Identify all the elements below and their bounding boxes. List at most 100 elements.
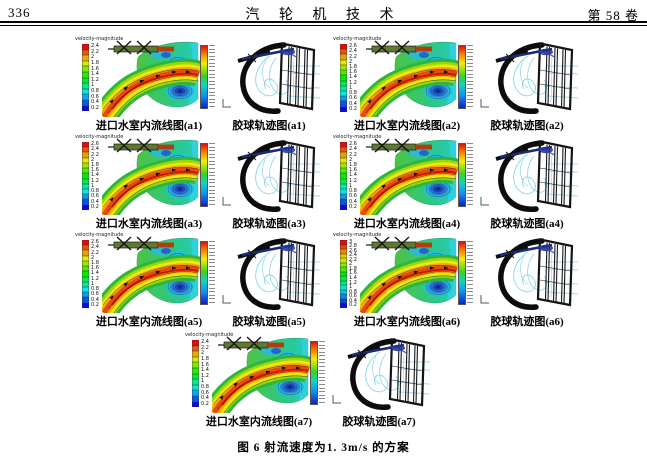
colorbar-block	[82, 44, 89, 50]
trajectory-colorbar-tick	[319, 355, 325, 357]
colorbar-tick-label: 0.2	[349, 203, 357, 210]
axis-triad-icon	[222, 197, 231, 206]
colorbar-row: 1.2	[82, 177, 99, 184]
colorbar-title: velocity-magnitude	[333, 134, 382, 140]
colorbar-block	[82, 60, 89, 67]
trajectory-colorbar-tick	[467, 301, 473, 303]
colorbar-row: 1.8	[82, 260, 99, 267]
colorbar-block	[340, 90, 347, 97]
ball-trajectory-plot	[495, 238, 578, 310]
inlet-chamber-streamline-plot	[212, 336, 312, 413]
lower-vortex	[424, 278, 452, 296]
colorbar-row: 1	[192, 379, 209, 385]
trajectory-colorbar-tick	[467, 241, 473, 242]
tube-sheet-slats	[544, 242, 567, 305]
colorbar-block	[340, 298, 347, 304]
trajectory-colorbar-tick	[209, 52, 215, 54]
trajectory-colorbar-tick	[209, 276, 215, 278]
colorbar-tick-label: 1.8	[91, 60, 99, 67]
colorbar-block	[340, 168, 347, 174]
flow-figure-caption: 进口水室内流线图(a6)	[353, 316, 461, 328]
tube-sheet-slats	[286, 144, 309, 207]
colorbar-tick-label: 1	[349, 84, 353, 91]
ball-trajectory-plot	[495, 42, 578, 114]
colorbar-row: 1.8	[340, 63, 357, 71]
pipe-strut-x	[374, 40, 410, 55]
colorbar-tick-label: 1.8	[349, 63, 357, 70]
colorbar-title: velocity-magnitude	[185, 332, 234, 338]
chamber-shell-outline	[498, 238, 545, 310]
colorbar-tick-label: 1.2	[91, 177, 99, 184]
trajectory-colorbar-tick	[319, 401, 325, 403]
colorbar-block	[82, 297, 89, 303]
trajectory-colorbar-tick	[209, 182, 215, 184]
trajectory-colorbar-tick	[319, 358, 325, 360]
colorbar-row: 1.8	[340, 162, 357, 169]
trajectory-colorbar-gradient	[458, 45, 466, 109]
colorbar-tick-label: 1.2	[91, 275, 99, 282]
colorbar-row: 2.6	[82, 240, 99, 246]
colorbar-tick-label: 0.4	[349, 100, 357, 107]
colorbar-block	[82, 168, 89, 174]
trajectory-colorbar-tick	[209, 146, 215, 148]
colorbar-row: 0.8	[82, 189, 99, 195]
colorbar-row: 1	[340, 183, 357, 189]
trajectory-colorbar-ticks	[209, 143, 215, 205]
ball-trajectory-plot	[495, 140, 578, 212]
flow-arrows	[367, 168, 449, 202]
colorbar-block	[340, 80, 347, 86]
header-rule-thick	[0, 21, 647, 23]
colorbar-row: 0.2	[82, 105, 99, 112]
trajectory-colorbar-tick	[467, 287, 473, 289]
trajectory-colorbar-tick	[467, 84, 473, 86]
trajectory-colorbar-tick	[467, 251, 473, 253]
jet-pipe	[366, 236, 432, 251]
trajectory-colorbar-tick	[209, 175, 215, 177]
trajectory-colorbar-tick	[467, 178, 473, 180]
colorbar-block	[82, 245, 89, 251]
figure-pair-a6: velocity-magnitude 3 2.8 2.6 2.4 2.2 2 1.8 1.6 1…	[332, 233, 582, 329]
exit-trajectories	[285, 65, 320, 99]
colorbar-title: velocity-magnitude	[333, 232, 382, 238]
pipe-strut-x	[374, 138, 410, 153]
colorbar-row: 2.4	[82, 147, 99, 153]
colorbar-block	[82, 77, 89, 84]
trajectory-colorbar-tick	[467, 62, 473, 64]
flow-arrows	[219, 366, 301, 400]
colorbar-row: 2.8	[340, 244, 357, 250]
upper-blue-patch	[419, 150, 429, 156]
trajectory-colorbar-tick	[319, 383, 325, 385]
colorbar-tick-label: 1.4	[349, 275, 357, 282]
trajectory-colorbar-ticks	[209, 45, 215, 107]
colorbar-block	[340, 258, 347, 263]
trajectory-colorbar-tick	[467, 294, 473, 296]
pipe-strut-x	[374, 236, 410, 251]
colorbar-block	[340, 173, 347, 179]
colorbar-tick-label: 0.4	[201, 395, 209, 402]
trajectory-colorbar-tick	[209, 105, 215, 107]
colorbar-tick-label: 1.6	[91, 265, 99, 272]
colorbar-block	[82, 152, 89, 158]
trajectory-colorbar-tick	[467, 182, 473, 184]
colorbar-row: 1.4	[340, 75, 357, 81]
colorbar-block	[82, 55, 89, 61]
trajectory-colorbar	[200, 43, 218, 111]
tube-sheet-slats	[544, 144, 567, 207]
colorbar-tick-label: 0.8	[349, 90, 357, 97]
colorbar-block	[82, 292, 89, 298]
colorbar-block	[192, 390, 199, 396]
colorbar-block	[340, 49, 347, 55]
colorbar-tick-label: 0.8	[91, 88, 99, 95]
trajectory-colorbar-tick	[209, 168, 215, 170]
colorbar-tick-label: 0.4	[91, 99, 99, 106]
trajectory-colorbar-tick	[467, 168, 473, 170]
colorbar-row: 1.6	[82, 265, 99, 272]
velocity-colorbar: 2.4 2.2 2 1.8 1.6 1.4 1.2 1 0.8 0.6 0.4 0.2	[82, 44, 99, 112]
colorbar-row: 0.4	[82, 297, 99, 303]
pipe-strut-x	[505, 248, 515, 259]
trajectory-inlet-pipe	[237, 47, 297, 63]
colorbar-block	[82, 255, 89, 261]
trajectory-colorbar-ticks	[467, 45, 473, 107]
trajectory-figure-caption: 胶球轨迹图(a1)	[232, 120, 306, 132]
colorbar-block	[340, 44, 347, 50]
